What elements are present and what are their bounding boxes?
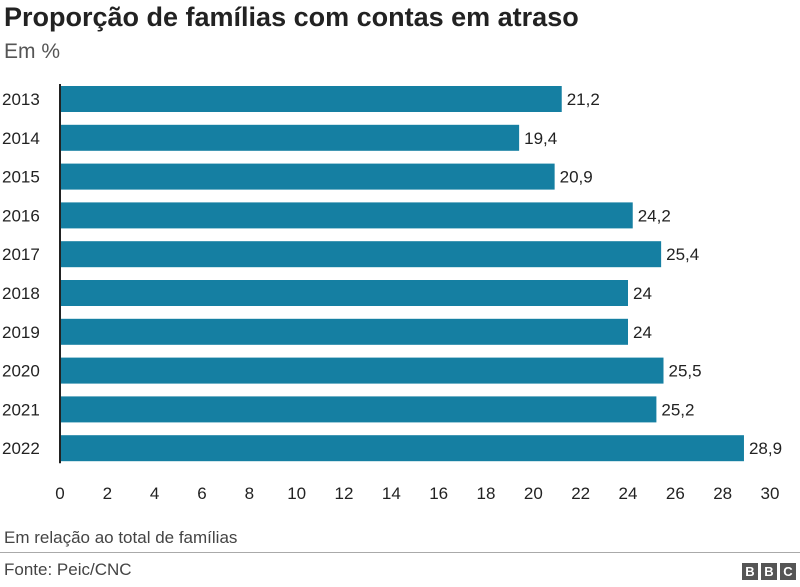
bar-2016 [60,202,633,229]
x-tick-label: 4 [150,484,159,503]
x-tick-label: 8 [245,484,254,503]
x-tick-label: 30 [761,484,780,503]
bar-2020 [60,357,664,384]
category-label: 2020 [2,362,40,381]
x-tick-label: 0 [55,484,64,503]
category-label: 2017 [2,245,40,264]
category-label: 2018 [2,284,40,303]
category-label: 2015 [2,168,40,187]
bbc-logo-letter: B [745,564,755,579]
x-tick-label: 22 [571,484,590,503]
x-tick-label: 12 [335,484,354,503]
bar-2018 [60,280,628,306]
value-label: 25,2 [661,400,694,419]
x-tick-label: 2 [103,484,112,503]
category-label: 2014 [2,129,40,148]
bbc-logo-letter: C [783,564,793,579]
category-label: 2013 [2,90,40,109]
bar-2021 [60,396,657,423]
x-tick-label: 6 [197,484,206,503]
value-label: 24,2 [638,206,671,225]
value-label: 24 [633,323,652,342]
bar-2017 [60,241,662,268]
category-label: 2019 [2,323,40,342]
category-label: 2016 [2,206,40,225]
value-label: 20,9 [560,168,593,187]
value-label: 28,9 [749,439,782,458]
x-tick-label: 20 [524,484,543,503]
footer-divider [0,552,800,553]
bar-2019 [60,318,628,345]
chart-subtitle: Em % [4,40,61,63]
bar-2022 [60,435,744,462]
x-tick-label: 26 [666,484,685,503]
x-tick-label: 24 [619,484,638,503]
x-tick-label: 14 [382,484,401,503]
value-label: 25,5 [669,362,702,381]
bar-2015 [60,163,555,190]
x-tick-label: 10 [287,484,306,503]
bbc-logo: B B C [742,563,796,580]
value-label: 25,4 [666,245,699,264]
chart-note: Em relação ao total de famílias [4,528,238,547]
category-label: 2022 [2,439,40,458]
chart-title: Proporção de famílias com contas em atra… [4,2,579,32]
bar-2013 [60,86,562,112]
x-tick-label: 28 [713,484,732,503]
value-label: 19,4 [524,129,557,148]
value-label: 21,2 [567,90,600,109]
bbc-logo-letter: B [764,564,774,579]
category-label: 2021 [2,400,40,419]
value-label: 24 [633,284,652,303]
source-text: Fonte: Peic/CNC [4,560,132,579]
x-tick-label: 18 [477,484,496,503]
bar-2014 [60,124,520,151]
x-tick-label: 16 [429,484,448,503]
